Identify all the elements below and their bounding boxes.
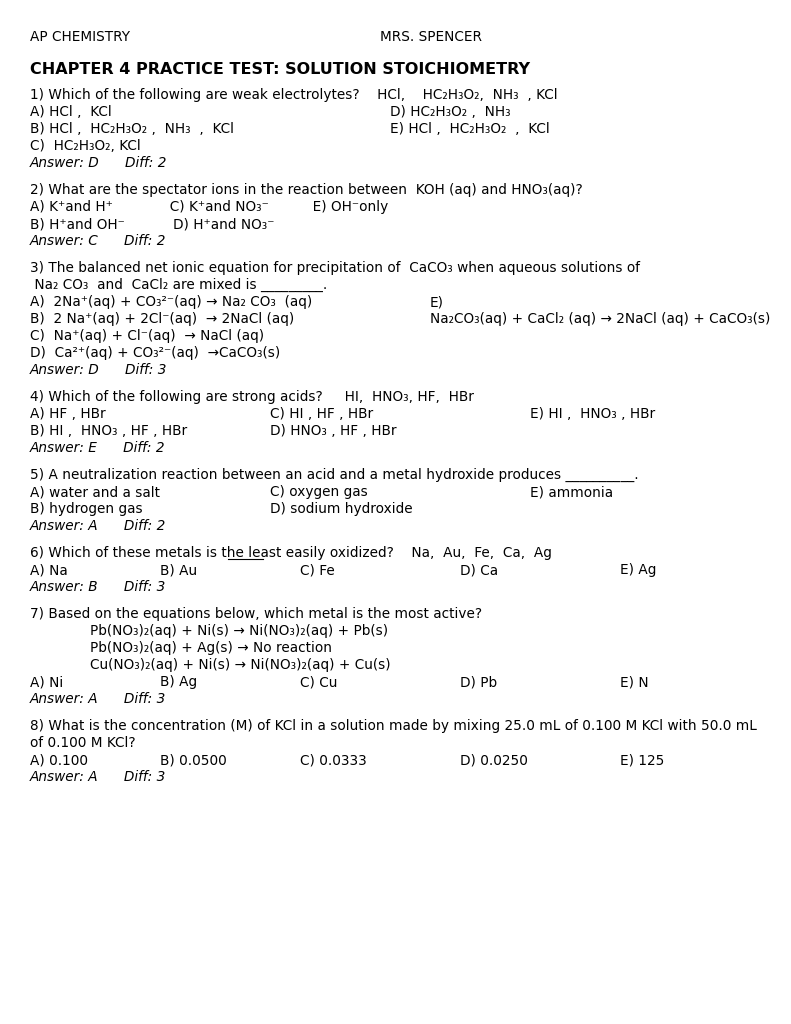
- Text: Na₂CO₃(aq) + CaCl₂ (aq) → 2NaCl (aq) + CaCO₃(s): Na₂CO₃(aq) + CaCl₂ (aq) → 2NaCl (aq) + C…: [430, 312, 770, 326]
- Text: E) HCl ,  HC₂H₃O₂  ,  KCl: E) HCl , HC₂H₃O₂ , KCl: [390, 122, 550, 136]
- Text: A) Na: A) Na: [30, 563, 68, 577]
- Text: B) hydrogen gas: B) hydrogen gas: [30, 502, 142, 516]
- Text: C)  Na⁺(aq) + Cl⁻(aq)  → NaCl (aq): C) Na⁺(aq) + Cl⁻(aq) → NaCl (aq): [30, 329, 264, 343]
- Text: of 0.100 M KCl?: of 0.100 M KCl?: [30, 736, 135, 750]
- Text: A) 0.100: A) 0.100: [30, 753, 88, 767]
- Text: B) 0.0500: B) 0.0500: [160, 753, 227, 767]
- Text: 7) Based on the equations below, which metal is the most active?: 7) Based on the equations below, which m…: [30, 607, 483, 621]
- Text: A) K⁺and H⁺             C) K⁺and NO₃⁻          E) OH⁻only: A) K⁺and H⁺ C) K⁺and NO₃⁻ E) OH⁻only: [30, 200, 388, 214]
- Text: B)  2 Na⁺(aq) + 2Cl⁻(aq)  → 2NaCl (aq): B) 2 Na⁺(aq) + 2Cl⁻(aq) → 2NaCl (aq): [30, 312, 294, 326]
- Text: Answer: D      Diff: 2: Answer: D Diff: 2: [30, 156, 168, 170]
- Text: Answer: A      Diff: 3: Answer: A Diff: 3: [30, 692, 166, 706]
- Text: Answer: E      Diff: 2: Answer: E Diff: 2: [30, 441, 165, 455]
- Text: Answer: A      Diff: 2: Answer: A Diff: 2: [30, 519, 166, 534]
- Text: B) HCl ,  HC₂H₃O₂ ,  NH₃  ,  KCl: B) HCl , HC₂H₃O₂ , NH₃ , KCl: [30, 122, 234, 136]
- Text: Pb(NO₃)₂(aq) + Ni(s) → Ni(NO₃)₂(aq) + Pb(s): Pb(NO₃)₂(aq) + Ni(s) → Ni(NO₃)₂(aq) + Pb…: [90, 624, 388, 638]
- Text: D) sodium hydroxide: D) sodium hydroxide: [270, 502, 413, 516]
- Text: 1) Which of the following are weak electrolytes?    HCl,    HC₂H₃O₂,  NH₃  , KCl: 1) Which of the following are weak elect…: [30, 88, 558, 102]
- Text: D) HNO₃ , HF , HBr: D) HNO₃ , HF , HBr: [270, 424, 396, 438]
- Text: C) oxygen gas: C) oxygen gas: [270, 485, 368, 499]
- Text: D) Ca: D) Ca: [460, 563, 498, 577]
- Text: D)  Ca²⁺(aq) + CO₃²⁻(aq)  →CaCO₃(s): D) Ca²⁺(aq) + CO₃²⁻(aq) →CaCO₃(s): [30, 346, 280, 360]
- Text: 4) Which of the following are strong acids?     HI,  HNO₃, HF,  HBr: 4) Which of the following are strong aci…: [30, 390, 474, 404]
- Text: A) HF , HBr: A) HF , HBr: [30, 407, 106, 421]
- Text: Answer: D      Diff: 3: Answer: D Diff: 3: [30, 362, 168, 377]
- Text: Na₂ CO₃  and  CaCl₂ are mixed is _________.: Na₂ CO₃ and CaCl₂ are mixed is _________…: [30, 278, 336, 292]
- Text: E): E): [430, 295, 444, 309]
- Text: Pb(NO₃)₂(aq) + Ag(s) → No reaction: Pb(NO₃)₂(aq) + Ag(s) → No reaction: [90, 641, 332, 655]
- Text: C) HI , HF , HBr: C) HI , HF , HBr: [270, 407, 373, 421]
- Text: Answer: A      Diff: 3: Answer: A Diff: 3: [30, 770, 166, 784]
- Text: 3) The balanced net ionic equation for precipitation of  CaCO₃ when aqueous solu: 3) The balanced net ionic equation for p…: [30, 261, 640, 275]
- Text: E) Ag: E) Ag: [620, 563, 657, 577]
- Text: D) HC₂H₃O₂ ,  NH₃: D) HC₂H₃O₂ , NH₃: [390, 105, 511, 119]
- Text: B) HI ,  HNO₃ , HF , HBr: B) HI , HNO₃ , HF , HBr: [30, 424, 187, 438]
- Text: A) HCl ,  KCl: A) HCl , KCl: [30, 105, 112, 119]
- Text: C) Cu: C) Cu: [300, 675, 338, 689]
- Text: 2) What are the spectator ions in the reaction between  KOH (aq) and HNO₃(aq)?: 2) What are the spectator ions in the re…: [30, 183, 583, 197]
- Text: B) H⁺and OH⁻           D) H⁺and NO₃⁻: B) H⁺and OH⁻ D) H⁺and NO₃⁻: [30, 217, 274, 231]
- Text: Cu(NO₃)₂(aq) + Ni(s) → Ni(NO₃)₂(aq) + Cu(s): Cu(NO₃)₂(aq) + Ni(s) → Ni(NO₃)₂(aq) + Cu…: [90, 658, 391, 672]
- Text: A) Ni: A) Ni: [30, 675, 63, 689]
- Text: D) 0.0250: D) 0.0250: [460, 753, 528, 767]
- Text: AP CHEMISTRY: AP CHEMISTRY: [30, 30, 130, 44]
- Text: 8) What is the concentration (M) of KCl in a solution made by mixing 25.0 mL of : 8) What is the concentration (M) of KCl …: [30, 719, 757, 733]
- Text: MRS. SPENCER: MRS. SPENCER: [380, 30, 482, 44]
- Text: E) 125: E) 125: [620, 753, 664, 767]
- Text: Answer: C      Diff: 2: Answer: C Diff: 2: [30, 234, 166, 248]
- Text: B) Ag: B) Ag: [160, 675, 197, 689]
- Text: 5) A neutralization reaction between an acid and a metal hydroxide produces ____: 5) A neutralization reaction between an …: [30, 468, 638, 482]
- Text: 6) Which of these metals is the least easily oxidized?    Na,  Au,  Fe,  Ca,  Ag: 6) Which of these metals is the least ea…: [30, 546, 552, 560]
- Text: C) 0.0333: C) 0.0333: [300, 753, 367, 767]
- Text: A) water and a salt: A) water and a salt: [30, 485, 160, 499]
- Text: Answer: B      Diff: 3: Answer: B Diff: 3: [30, 580, 166, 594]
- Text: CHAPTER 4 PRACTICE TEST: SOLUTION STOICHIOMETRY: CHAPTER 4 PRACTICE TEST: SOLUTION STOICH…: [30, 62, 530, 77]
- Text: A)  2Na⁺(aq) + CO₃²⁻(aq) → Na₂ CO₃  (aq): A) 2Na⁺(aq) + CO₃²⁻(aq) → Na₂ CO₃ (aq): [30, 295, 312, 309]
- Text: E) HI ,  HNO₃ , HBr: E) HI , HNO₃ , HBr: [530, 407, 655, 421]
- Text: D) Pb: D) Pb: [460, 675, 497, 689]
- Text: E) N: E) N: [620, 675, 649, 689]
- Text: B) Au: B) Au: [160, 563, 197, 577]
- Text: E) ammonia: E) ammonia: [530, 485, 613, 499]
- Text: C)  HC₂H₃O₂, KCl: C) HC₂H₃O₂, KCl: [30, 139, 141, 153]
- Text: C) Fe: C) Fe: [300, 563, 335, 577]
